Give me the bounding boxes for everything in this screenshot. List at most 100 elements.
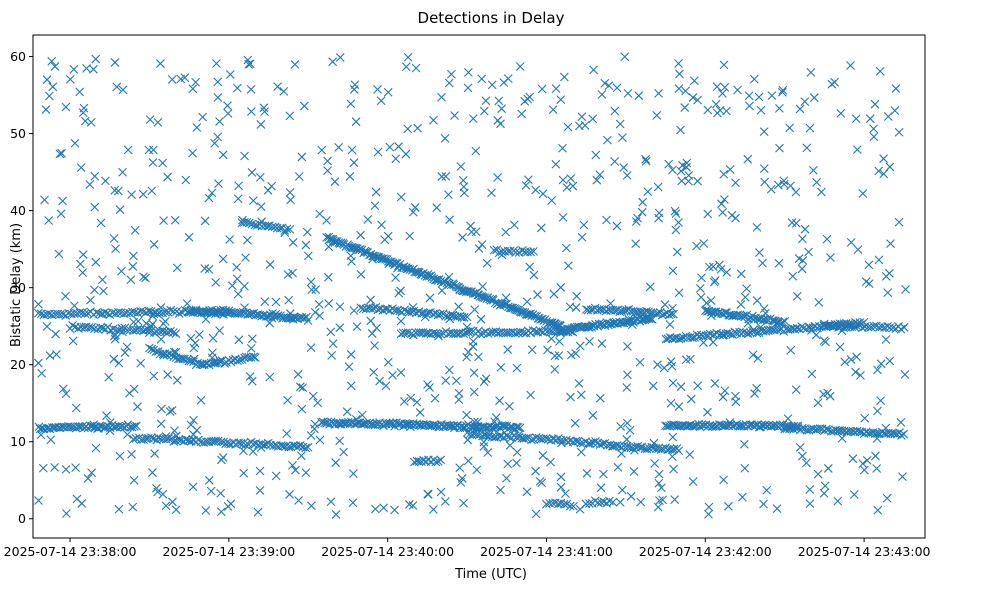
- data-point: [688, 93, 698, 102]
- data-point: [870, 429, 880, 439]
- data-point: [383, 87, 393, 97]
- data-point: [487, 423, 497, 433]
- data-point: [36, 430, 46, 440]
- data-point: [819, 319, 829, 329]
- data-point: [501, 293, 511, 303]
- data-point: [864, 279, 874, 288]
- data-point: [171, 505, 181, 515]
- data-point: [704, 262, 714, 272]
- data-point: [759, 499, 768, 509]
- data-point: [56, 209, 66, 219]
- data-point: [307, 285, 317, 295]
- data-point: [883, 288, 893, 298]
- data-point: [172, 375, 182, 385]
- data-point: [512, 363, 522, 373]
- data-point: [496, 362, 506, 372]
- data-point: [546, 457, 555, 467]
- data-point: [138, 189, 148, 199]
- data-point: [149, 309, 159, 319]
- data-point: [585, 439, 595, 449]
- data-point: [125, 388, 134, 398]
- data-point: [547, 196, 557, 205]
- data-point: [799, 323, 809, 333]
- data-point: [288, 460, 297, 470]
- data-point: [444, 78, 454, 88]
- data-point: [590, 496, 600, 506]
- data-point: [356, 270, 366, 279]
- data-point: [360, 246, 370, 256]
- data-point: [610, 106, 620, 116]
- data-point: [488, 327, 498, 337]
- data-point: [674, 218, 683, 227]
- data-point: [111, 244, 120, 254]
- data-point: [159, 351, 168, 360]
- data-point: [874, 255, 884, 265]
- data-point: [502, 473, 511, 483]
- data-point: [153, 117, 163, 127]
- data-point: [351, 117, 361, 127]
- data-point: [464, 67, 473, 77]
- data-point: [742, 284, 751, 293]
- data-point: [622, 435, 632, 444]
- data-point: [454, 302, 463, 312]
- data-point: [740, 463, 750, 473]
- data-point: [660, 300, 670, 310]
- data-point: [648, 381, 658, 391]
- data-point: [148, 158, 158, 167]
- data-point: [524, 309, 534, 319]
- data-point: [328, 339, 338, 349]
- data-point: [837, 426, 847, 436]
- data-point: [293, 369, 303, 379]
- data-point: [513, 422, 523, 432]
- data-point: [447, 69, 456, 79]
- data-point: [83, 474, 93, 483]
- data-point: [217, 455, 226, 465]
- data-point: [851, 114, 861, 124]
- data-point: [271, 297, 281, 307]
- data-point: [136, 306, 146, 316]
- data-point: [563, 122, 573, 132]
- data-point: [420, 312, 430, 322]
- data-point: [201, 506, 211, 515]
- data-point: [641, 154, 650, 164]
- data-point: [595, 170, 605, 180]
- data-point: [295, 382, 305, 392]
- data-point: [171, 348, 181, 357]
- data-point: [809, 424, 818, 434]
- data-point: [487, 188, 496, 198]
- data-point: [657, 310, 667, 320]
- data-point: [242, 235, 252, 245]
- data-point: [86, 295, 95, 305]
- data-point: [61, 102, 71, 112]
- data-point: [98, 309, 108, 319]
- data-point: [852, 352, 862, 362]
- data-point: [645, 282, 655, 292]
- data-point: [181, 175, 191, 185]
- data-point: [756, 422, 765, 432]
- data-point: [396, 316, 406, 326]
- data-point: [555, 337, 564, 346]
- data-point: [232, 262, 242, 272]
- data-point: [90, 171, 100, 181]
- data-point: [52, 349, 61, 359]
- data-point: [285, 490, 294, 499]
- data-point: [899, 322, 909, 332]
- data-point: [213, 77, 223, 87]
- data-point: [306, 431, 316, 440]
- data-point: [672, 247, 682, 257]
- data-point: [247, 376, 257, 386]
- data-point: [678, 333, 688, 343]
- data-point: [34, 496, 43, 505]
- data-point: [765, 325, 775, 335]
- data-point: [144, 306, 154, 316]
- data-point: [882, 493, 892, 503]
- data-point: [671, 225, 681, 235]
- data-point: [512, 305, 522, 315]
- data-point: [875, 66, 885, 76]
- data-point: [48, 82, 58, 92]
- data-point: [625, 425, 635, 435]
- data-point: [271, 471, 281, 481]
- data-point: [674, 402, 684, 411]
- data-point: [112, 82, 122, 92]
